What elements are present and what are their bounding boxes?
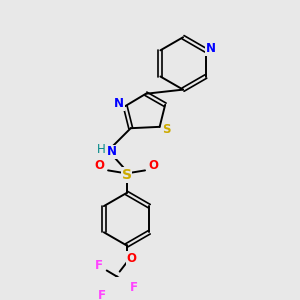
Text: O: O — [95, 159, 105, 172]
Text: N: N — [114, 98, 124, 110]
Text: O: O — [148, 159, 158, 172]
Text: F: F — [95, 259, 103, 272]
Text: F: F — [130, 281, 137, 294]
Text: O: O — [127, 252, 136, 265]
Text: S: S — [162, 123, 171, 136]
Text: H: H — [97, 143, 106, 156]
Text: N: N — [107, 145, 117, 158]
Text: N: N — [206, 42, 216, 56]
Text: F: F — [98, 289, 106, 300]
Text: S: S — [122, 168, 132, 182]
